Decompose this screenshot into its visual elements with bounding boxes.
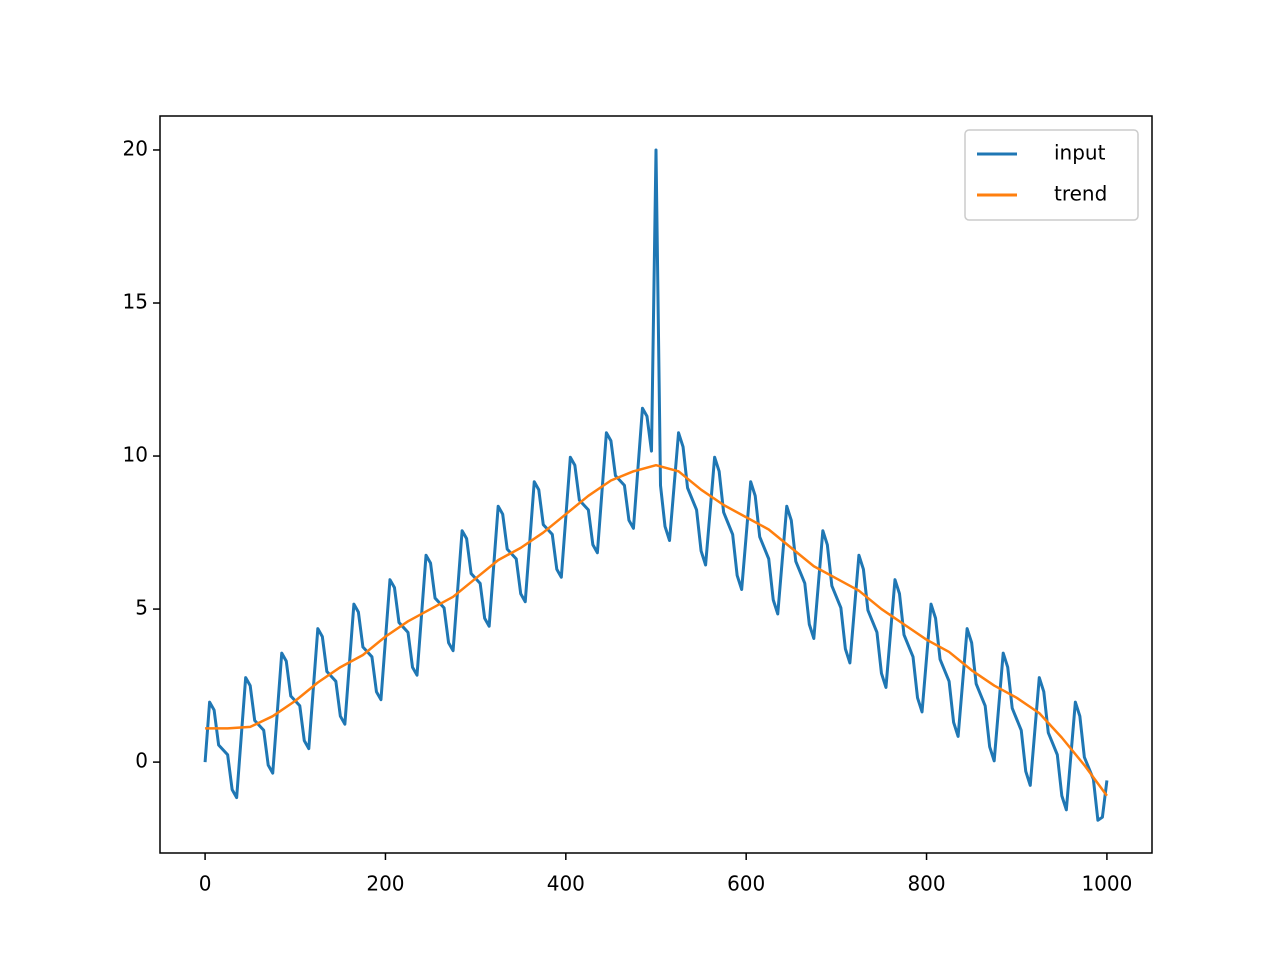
legend-label: input — [1054, 141, 1106, 165]
x-tick-label: 400 — [547, 872, 585, 896]
x-tick-label: 200 — [366, 872, 404, 896]
y-tick-label: 10 — [123, 443, 148, 467]
x-tick-label: 800 — [907, 872, 945, 896]
legend-box — [964, 129, 1139, 221]
plot-frame — [159, 115, 1153, 854]
y-tick-label: 5 — [135, 596, 148, 620]
x-tick-label: 1000 — [1081, 872, 1132, 896]
x-tick-label: 0 — [199, 872, 212, 896]
series-line — [205, 463, 1108, 797]
series-line — [203, 148, 1109, 822]
y-tick-label: 20 — [123, 136, 148, 160]
x-tick-label: 600 — [727, 872, 765, 896]
legend-label: trend — [1054, 182, 1107, 206]
y-tick-label: 15 — [123, 290, 148, 314]
y-tick-label: 0 — [135, 749, 148, 773]
